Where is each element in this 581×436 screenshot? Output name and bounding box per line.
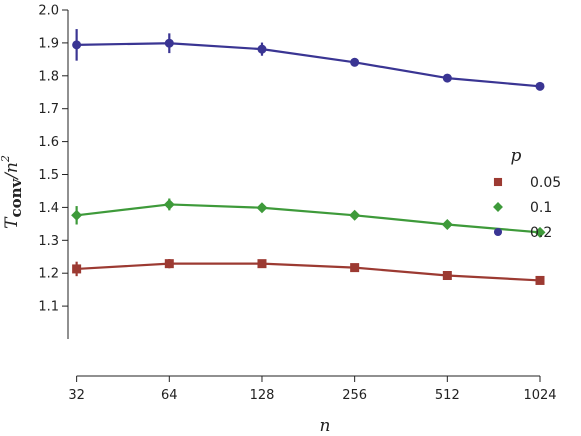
- data-point: [71, 209, 83, 221]
- legend-label: 0.1: [530, 200, 552, 216]
- series-p-0-2: [72, 29, 545, 91]
- y-tick-label: 1.8: [38, 69, 59, 84]
- y-tick-label: 1.7: [38, 102, 59, 117]
- x-tick-label: 32: [68, 388, 85, 403]
- y-axis-title-tail: /n: [2, 162, 22, 181]
- x-tick-label: 64: [161, 388, 178, 403]
- y-tick-label: 1.3: [38, 234, 59, 249]
- x-tick-label: 512: [435, 388, 460, 403]
- y-axis-title-sup: 2: [0, 155, 12, 163]
- y-tick-label: 1.5: [38, 168, 59, 183]
- legend-marker: [493, 227, 503, 237]
- y-axis-title: Tconv/n2: [0, 155, 25, 229]
- legend-marker: [493, 177, 503, 187]
- legend-title: p: [511, 146, 522, 166]
- y-tick-label: 1.9: [38, 36, 59, 51]
- legend-label: 0.2: [530, 225, 552, 241]
- data-point: [349, 209, 361, 221]
- data-point: [442, 271, 452, 281]
- data-point: [442, 73, 452, 83]
- data-point: [534, 226, 546, 238]
- axes: 1.1 1.2 1.3 1.4 1.5 1.6 1.7 1.8 1.9 2.0 32 64 128 256…: [38, 4, 556, 404]
- x-tick-label: 1024: [523, 388, 556, 403]
- data-point: [441, 219, 453, 231]
- x-tick-label: 128: [250, 388, 275, 403]
- data-point: [535, 81, 545, 91]
- y-axis-title-sub: conv: [7, 178, 25, 218]
- data-point: [164, 38, 174, 48]
- data-point: [72, 40, 82, 50]
- data-point: [257, 259, 267, 269]
- x-axis-title: n: [320, 416, 331, 436]
- data-point: [350, 263, 360, 273]
- data-point: [163, 198, 175, 210]
- data-point: [72, 264, 82, 274]
- series-line: [76, 262, 541, 282]
- series-p-0-05: [72, 259, 545, 285]
- y-axis-title-main: T: [2, 216, 22, 229]
- y-tick-label: 1.6: [38, 135, 59, 150]
- y-tick-label: 1.2: [38, 267, 59, 282]
- y-tick-label: 1.4: [38, 201, 59, 216]
- legend-label: 0.05: [530, 175, 561, 191]
- series-p-0-1: [71, 198, 546, 238]
- y-tick-label: 1.1: [38, 300, 59, 315]
- y-tick-label: 2.0: [38, 4, 59, 19]
- series-layer: [71, 29, 546, 285]
- legend: p 0.05 0.1 0.2: [493, 146, 561, 241]
- data-point: [350, 57, 360, 67]
- data-point: [164, 259, 174, 269]
- x-tick-label: 256: [342, 388, 367, 403]
- legend-marker: [493, 202, 503, 212]
- series-line: [76, 203, 541, 234]
- data-point: [535, 275, 545, 285]
- data-point: [256, 202, 268, 214]
- series-line: [76, 42, 541, 88]
- data-point: [257, 44, 267, 54]
